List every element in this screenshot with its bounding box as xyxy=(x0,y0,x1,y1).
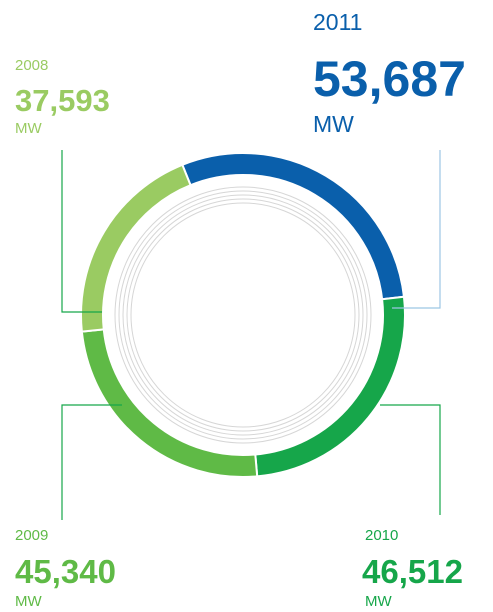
value-label: 46,512 xyxy=(362,553,463,590)
unit-label: MW xyxy=(15,120,42,137)
year-label: 2008 xyxy=(15,57,48,74)
leader-lines xyxy=(61,150,441,520)
year-label: 2010 xyxy=(365,527,398,544)
year-label: 2011 xyxy=(313,9,362,35)
unit-label: MW xyxy=(313,111,354,137)
donut-segment xyxy=(254,295,406,478)
decor-rings xyxy=(114,186,372,444)
unit-label: MW xyxy=(15,593,42,610)
donut-segment xyxy=(80,163,192,333)
ring xyxy=(80,152,406,478)
value-label: 37,593 xyxy=(15,83,110,118)
value-label: 45,340 xyxy=(15,553,116,590)
donut-segment xyxy=(80,328,259,478)
year-label: 2009 xyxy=(15,527,48,544)
unit-label: MW xyxy=(365,593,392,610)
value-label: 53,687 xyxy=(313,51,466,107)
donut-segment xyxy=(181,152,406,301)
